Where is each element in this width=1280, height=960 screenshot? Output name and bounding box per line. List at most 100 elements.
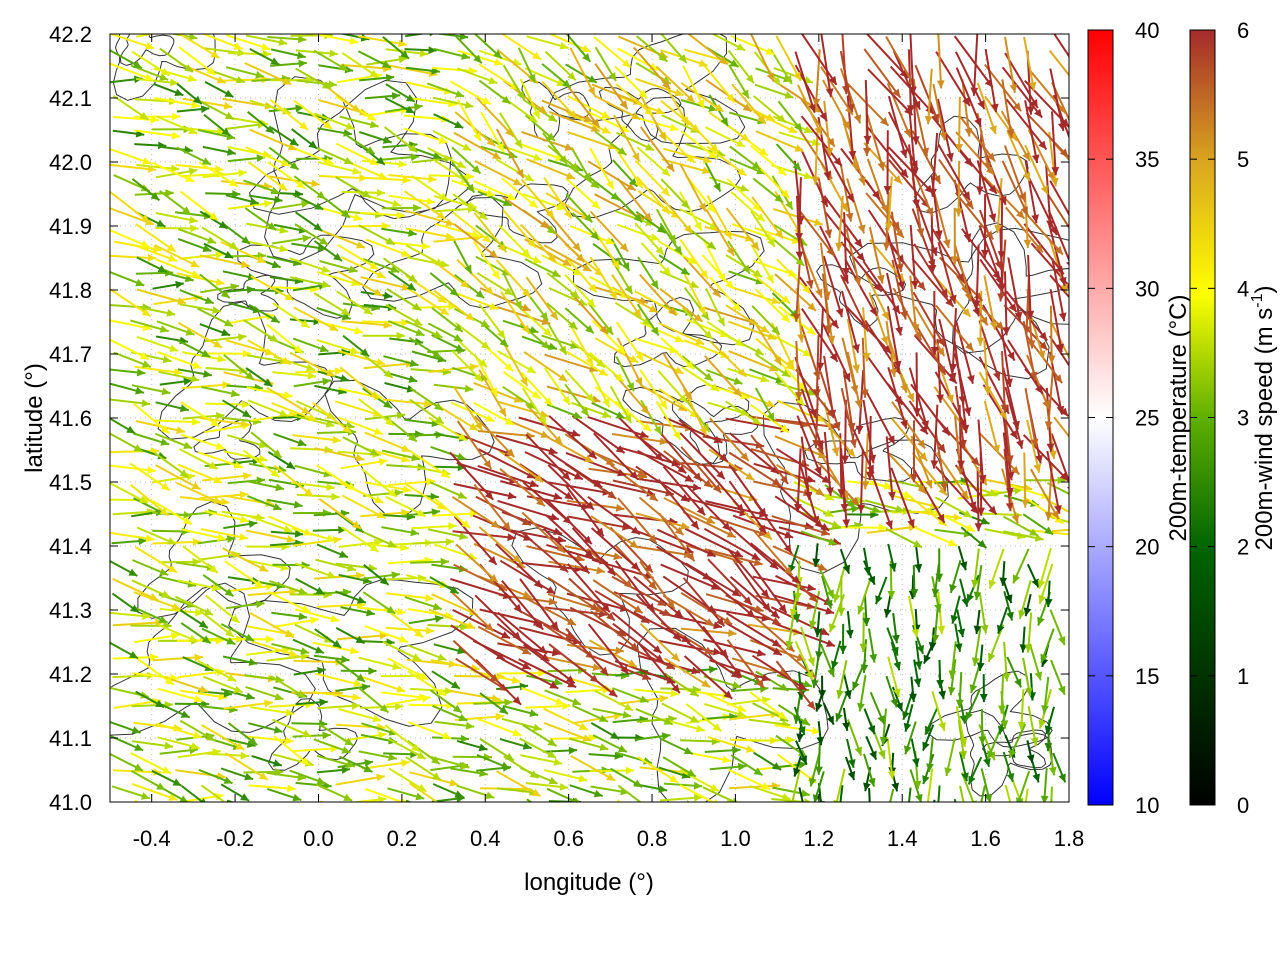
wind-arrow-head xyxy=(414,629,424,638)
wind-arrow-head xyxy=(742,103,752,112)
wind-arrow-head xyxy=(379,576,389,585)
wind-arrow-head xyxy=(298,35,307,44)
wind-arrow-shaft xyxy=(959,785,965,802)
wind-arrow-head xyxy=(350,646,359,655)
wind-arrow-head xyxy=(605,325,614,335)
wind-arrow-shaft xyxy=(957,160,961,217)
wind-arrow-head xyxy=(1039,331,1048,341)
wind-arrow-head xyxy=(958,395,967,405)
wind-arrow-head xyxy=(723,616,733,625)
wind-arrow-head xyxy=(704,372,713,381)
wind-arrow-head xyxy=(499,705,508,714)
wind-arrow-head xyxy=(213,340,222,348)
wind-arrow-head xyxy=(225,111,234,120)
wind-arrow-head xyxy=(994,224,1002,234)
wind-arrow-shaft xyxy=(499,559,556,595)
wind-arrow-head xyxy=(695,337,705,345)
wind-arrow-shaft xyxy=(387,64,438,76)
wind-arrow-head xyxy=(808,593,818,603)
wind-arrow-head xyxy=(395,702,404,711)
wind-arrow-head xyxy=(892,304,900,314)
wind-arrow-shaft xyxy=(1045,164,1052,229)
wind-arrow-shaft xyxy=(868,788,871,802)
wind-arrow-head xyxy=(350,346,360,355)
wind-arrow-shaft xyxy=(662,81,689,126)
wind-arrow-shaft xyxy=(659,432,703,482)
wind-arrow-head xyxy=(824,229,833,238)
wind-arrow-head xyxy=(553,527,563,535)
wind-arrow-head xyxy=(956,273,964,282)
wind-arrow-head xyxy=(546,586,556,594)
wind-arrow-shaft xyxy=(497,306,551,325)
wind-arrow-head xyxy=(256,476,265,485)
wind-arrow-head xyxy=(614,752,623,760)
wind-arrow-head xyxy=(270,186,280,195)
wind-arrow-shaft xyxy=(312,402,352,434)
wind-arrow-shaft xyxy=(1000,195,1004,260)
wind-arrow-shaft xyxy=(478,575,532,599)
wind-arrow-head xyxy=(1034,243,1043,253)
wind-arrow-shaft xyxy=(548,110,600,133)
wind-arrow-head xyxy=(274,693,284,701)
wind-arrow-head xyxy=(475,290,485,299)
wind-arrow-shaft xyxy=(793,160,803,225)
wind-arrow-head xyxy=(650,233,660,241)
wind-arrow-head xyxy=(209,212,218,221)
wind-arrow-head xyxy=(402,176,411,184)
wind-arrow-head xyxy=(405,105,415,113)
wind-arrow-head xyxy=(961,772,969,782)
wind-arrow-head xyxy=(640,615,650,623)
wind-arrow-head xyxy=(889,562,897,572)
wind-arrow-shaft xyxy=(548,643,600,684)
wind-arrow-head xyxy=(449,778,459,787)
wind-arrow-head xyxy=(498,407,506,417)
wind-arrow-shaft xyxy=(840,387,857,448)
wind-arrow-head xyxy=(159,73,169,81)
wind-arrow-shaft xyxy=(707,558,753,606)
wind-arrow-shaft xyxy=(499,468,546,507)
wind-arrow-head xyxy=(889,368,898,378)
wind-arrow-head xyxy=(839,645,847,654)
wind-arrow-head xyxy=(648,580,657,590)
wind-arrow-head xyxy=(430,492,439,501)
temperature-contour xyxy=(951,222,1069,354)
wind-arrow-shaft xyxy=(456,258,495,296)
wind-arrow-head xyxy=(1045,818,1053,827)
wind-arrow-head xyxy=(373,427,383,435)
wind-arrow-head xyxy=(513,395,523,403)
wind-arrow-head xyxy=(713,799,718,802)
wind-arrow-shaft xyxy=(822,79,851,131)
x-tick-label: -0.4 xyxy=(133,826,171,851)
wind-arrow-shaft xyxy=(547,481,612,495)
wind-arrow-head xyxy=(1070,127,1077,136)
wind-arrow-head xyxy=(611,260,620,269)
wind-arrow-head xyxy=(464,264,472,274)
wind-arrow-head xyxy=(812,370,821,380)
wind-arrow-head xyxy=(491,270,500,280)
wind-arrow-head xyxy=(732,746,741,755)
wind-arrow-head xyxy=(433,330,443,338)
wind-arrow-head xyxy=(780,189,790,198)
wind-arrow-head xyxy=(939,131,947,141)
wind-arrow-head xyxy=(824,493,834,501)
wind-arrow-head xyxy=(767,332,777,340)
wind-arrow-head xyxy=(379,631,388,640)
wind-arrow-head xyxy=(646,603,655,612)
wind-arrow-head xyxy=(742,264,750,274)
wind-arrow-head xyxy=(1009,132,1017,141)
wind-arrow-shaft xyxy=(564,484,605,537)
wind-arrow-head xyxy=(812,558,821,567)
wind-arrow-head xyxy=(327,571,336,579)
wind-arrow-head xyxy=(635,352,644,362)
wind-arrow-head xyxy=(585,393,595,402)
wind-arrow-head xyxy=(913,678,922,687)
wind-arrow-head xyxy=(1022,326,1031,335)
wind-arrow-head xyxy=(160,482,170,491)
wind-arrow-head xyxy=(1012,574,1021,584)
wind-arrow-head xyxy=(294,529,304,538)
wind-arrow-head xyxy=(935,573,944,582)
wind-arrow-shaft xyxy=(1050,433,1069,485)
wind-arrow-head xyxy=(284,629,294,638)
wind-arrow-head xyxy=(887,435,895,445)
wind-arrow-head xyxy=(972,307,980,317)
